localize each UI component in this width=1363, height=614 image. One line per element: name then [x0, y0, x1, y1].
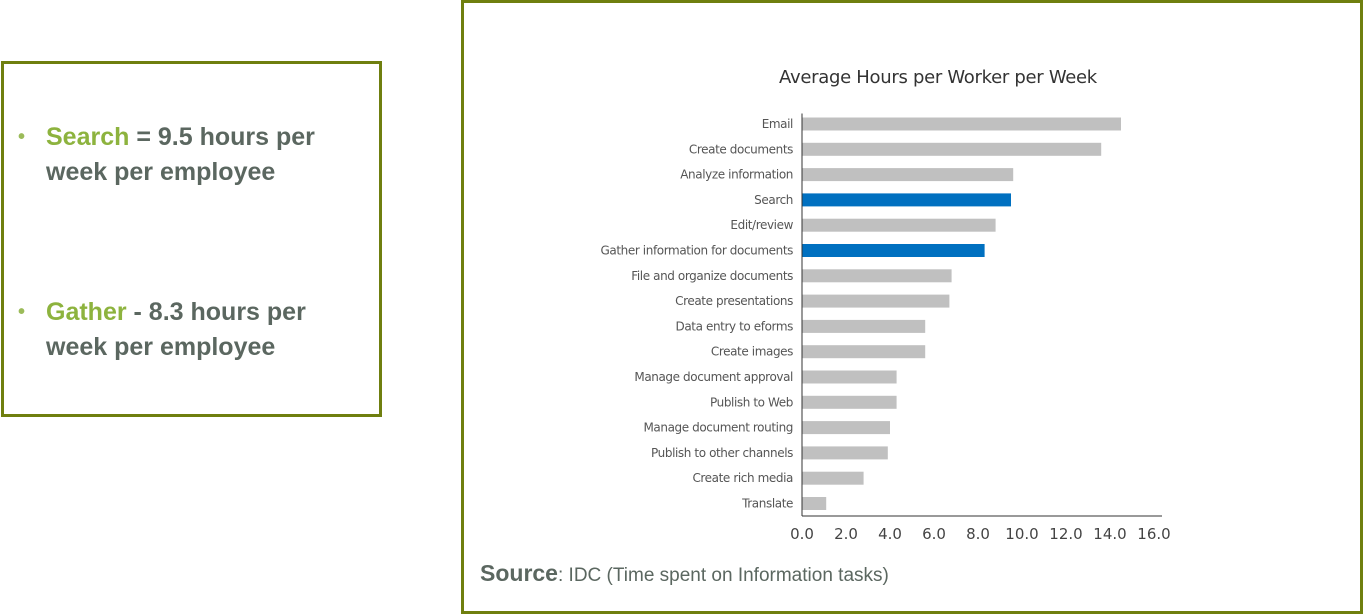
category-label: Edit/review: [730, 218, 793, 232]
category-label: Create rich media: [692, 471, 793, 485]
bar: [802, 269, 952, 283]
category-label: Analyze information: [680, 168, 793, 182]
category-label: Data entry to eforms: [676, 319, 794, 333]
bar: [802, 294, 950, 308]
category-label: Search: [754, 193, 793, 207]
tick-label: 2.0: [834, 525, 858, 543]
category-label: Create images: [711, 345, 793, 359]
bar: [802, 497, 827, 510]
bar: [802, 395, 897, 409]
bar: [802, 319, 926, 333]
summary-box: • Search = 9.5 hours per week per employ…: [1, 61, 382, 417]
bar: [802, 370, 897, 384]
tick-label: 8.0: [966, 525, 990, 543]
chart-panel: Average Hours per Worker per Week Email C…: [461, 0, 1363, 614]
bullet-highlight: Gather: [46, 298, 127, 326]
bullet-dot-icon: •: [18, 126, 26, 148]
tick-label: 12.0: [1049, 525, 1082, 543]
category-label: Publish to other channels: [651, 446, 793, 460]
bar: [802, 244, 985, 257]
category-label: Create presentations: [675, 294, 793, 308]
bullet-text: = 9.5 hours per week per employee: [46, 123, 315, 186]
category-label: Gather information for documents: [601, 244, 794, 258]
bar-chart: Email Create documents Analyze information…: [601, 113, 1171, 543]
bar: [802, 446, 888, 460]
bar: [802, 117, 1121, 131]
bullet-text: - 8.3 hours per week per employee: [46, 298, 306, 361]
tick-label: 0.0: [790, 525, 814, 543]
bar: [802, 218, 996, 232]
category-label: Email: [762, 117, 793, 131]
tick-label: 4.0: [878, 525, 902, 543]
bar: [802, 471, 864, 485]
category-label: File and organize documents: [631, 269, 793, 283]
bar: [802, 168, 1014, 182]
source-text: : IDC (Time spent on Information tasks): [557, 565, 889, 586]
bullet-gather: • Gather - 8.3 hours per week per employ…: [18, 295, 366, 365]
chart-title: Average Hours per Worker per Week: [779, 67, 1097, 88]
bar: [802, 421, 890, 435]
category-label: Publish to Web: [710, 395, 793, 409]
source-label: Source: [480, 560, 558, 586]
tick-label: 14.0: [1093, 525, 1126, 543]
category-label: Manage document approval: [634, 370, 793, 384]
bar: [802, 193, 1011, 207]
bullet-dot-icon: •: [18, 301, 26, 323]
bullet-search: • Search = 9.5 hours per week per employ…: [18, 120, 366, 190]
source-note: Source: IDC (Time spent on Information t…: [480, 560, 889, 587]
tick-label: 6.0: [922, 525, 946, 543]
tick-label: 16.0: [1137, 525, 1170, 543]
tick-label: 10.0: [1005, 525, 1038, 543]
bar: [802, 142, 1102, 156]
category-label: Translate: [741, 497, 793, 511]
category-label: Manage document routing: [643, 421, 793, 435]
bullet-highlight: Search: [46, 123, 130, 151]
category-label: Create documents: [689, 142, 793, 156]
bar: [802, 345, 926, 359]
